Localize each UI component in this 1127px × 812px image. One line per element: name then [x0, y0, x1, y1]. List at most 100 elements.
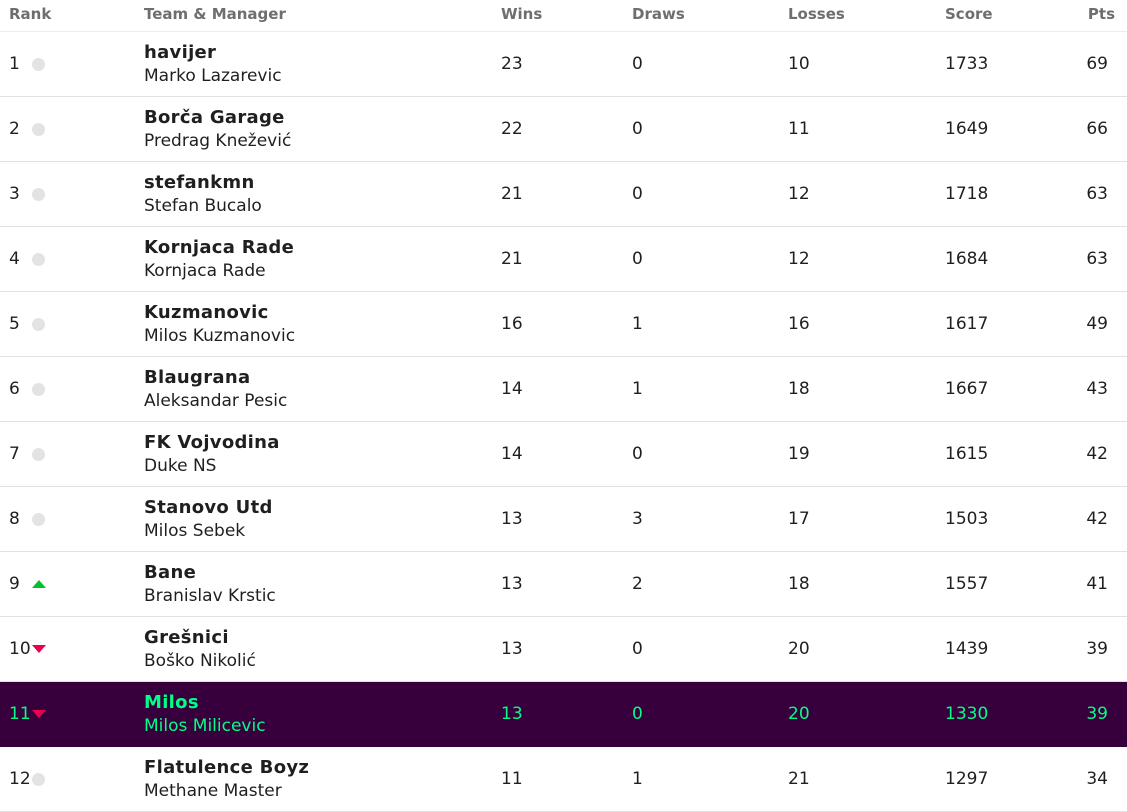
losses-value: 18 [788, 379, 810, 399]
score-value: 1615 [945, 444, 989, 464]
rank-down-icon [32, 708, 46, 721]
wins-value: 11 [501, 769, 523, 789]
score-value: 1297 [945, 769, 989, 789]
draws-value: 0 [632, 249, 643, 269]
team-name[interactable]: Blaugrana [144, 367, 251, 388]
rank-number: 12 [9, 769, 31, 789]
draws-value: 0 [632, 119, 643, 139]
rank-number: 3 [9, 184, 20, 204]
rank-no-change-icon [32, 513, 45, 526]
header-losses[interactable]: Losses [788, 5, 845, 23]
team-name[interactable]: havijer [144, 42, 217, 63]
draws-value: 0 [632, 639, 643, 659]
rank-no-change-icon [32, 773, 45, 786]
team-name[interactable]: Flatulence Boyz [144, 757, 310, 778]
rank-number: 10 [9, 639, 31, 659]
table-row[interactable]: 9 Bane Branislav Krstic 13 2 18 1557 41 [0, 552, 1127, 617]
rank-up-icon [32, 578, 46, 591]
team-name[interactable]: Milos [144, 692, 199, 713]
team-name[interactable]: Bane [144, 562, 197, 583]
wins-value: 13 [501, 574, 523, 594]
table-row[interactable]: 6 Blaugrana Aleksandar Pesic 14 1 18 1667 43 [0, 357, 1127, 422]
manager-name: Kornjaca Rade [144, 261, 266, 281]
points-value: 42 [1086, 509, 1108, 529]
losses-value: 19 [788, 444, 810, 464]
points-value: 43 [1086, 379, 1108, 399]
losses-value: 10 [788, 54, 810, 74]
manager-name: Branislav Krstic [144, 586, 276, 606]
header-wins[interactable]: Wins [501, 5, 543, 23]
table-row[interactable]: 2 Borča Garage Predrag Knežević 22 0 11 1649 66 [0, 97, 1127, 162]
rank-down-icon [32, 643, 46, 656]
rank-no-change-icon [32, 123, 45, 136]
table-row[interactable]: 3 stefankmn Stefan Bucalo 21 0 12 1718 63 [0, 162, 1127, 227]
manager-name: Milos Sebek [144, 521, 246, 541]
table-row[interactable]: 7 FK Vojvodina Duke NS 14 0 19 1615 42 [0, 422, 1127, 487]
team-name[interactable]: Kuzmanovic [144, 302, 269, 323]
table-row[interactable]: 10 Grešnici Boško Nikolić 13 0 20 1439 39 [0, 617, 1127, 682]
rank-number: 7 [9, 444, 20, 464]
manager-name: Stefan Bucalo [144, 196, 262, 216]
points-value: 39 [1086, 639, 1108, 659]
team-name[interactable]: Kornjaca Rade [144, 237, 295, 258]
table-body: 1 havijer Marko Lazarevic 23 0 10 1733 69 2 Borča… [0, 32, 1127, 812]
points-value: 63 [1086, 184, 1108, 204]
losses-value: 18 [788, 574, 810, 594]
score-value: 1667 [945, 379, 989, 399]
header-draws[interactable]: Draws [632, 5, 685, 23]
table-row-current-user[interactable]: 11 Milos Milos Milicevic 13 0 20 1330 39 [0, 682, 1127, 747]
table-row[interactable]: 8 Stanovo Utd Milos Sebek 13 3 17 1503 42 [0, 487, 1127, 552]
wins-value: 22 [501, 119, 523, 139]
draws-value: 1 [632, 769, 643, 789]
team-name[interactable]: FK Vojvodina [144, 432, 280, 453]
header-rank[interactable]: Rank [9, 5, 52, 23]
header-team-manager[interactable]: Team & Manager [144, 5, 286, 23]
manager-name: Methane Master [144, 781, 282, 801]
team-name[interactable]: Grešnici [144, 627, 229, 648]
losses-value: 20 [788, 639, 810, 659]
draws-value: 0 [632, 184, 643, 204]
draws-value: 1 [632, 379, 643, 399]
manager-name: Aleksandar Pesic [144, 391, 288, 411]
table-row[interactable]: 12 Flatulence Boyz Methane Master 11 1 21 1297… [0, 747, 1127, 812]
manager-name: Predrag Knežević [144, 131, 292, 151]
header-score[interactable]: Score [945, 5, 993, 23]
rank-no-change-icon [32, 383, 45, 396]
points-value: 49 [1086, 314, 1108, 334]
score-value: 1649 [945, 119, 989, 139]
points-value: 69 [1086, 54, 1108, 74]
draws-value: 3 [632, 509, 643, 529]
losses-value: 21 [788, 769, 810, 789]
losses-value: 12 [788, 184, 810, 204]
losses-value: 20 [788, 704, 810, 724]
score-value: 1718 [945, 184, 989, 204]
rank-number: 1 [9, 54, 20, 74]
draws-value: 1 [632, 314, 643, 334]
table-row[interactable]: 5 Kuzmanovic Milos Kuzmanovic 16 1 16 1617 49 [0, 292, 1127, 357]
rank-number: 4 [9, 249, 20, 269]
draws-value: 0 [632, 54, 643, 74]
rank-no-change-icon [32, 448, 45, 461]
table-row[interactable]: 4 Kornjaca Rade Kornjaca Rade 21 0 12 1684 63 [0, 227, 1127, 292]
wins-value: 21 [501, 184, 523, 204]
wins-value: 13 [501, 509, 523, 529]
score-value: 1557 [945, 574, 989, 594]
wins-value: 14 [501, 379, 523, 399]
manager-name: Duke NS [144, 456, 217, 476]
points-value: 34 [1086, 769, 1108, 789]
header-pts[interactable]: Pts [1087, 5, 1115, 23]
rank-no-change-icon [32, 318, 45, 331]
wins-value: 23 [501, 54, 523, 74]
losses-value: 11 [788, 119, 810, 139]
team-name[interactable]: stefankmn [144, 172, 255, 193]
table-row[interactable]: 1 havijer Marko Lazarevic 23 0 10 1733 69 [0, 32, 1127, 97]
score-value: 1503 [945, 509, 989, 529]
team-name[interactable]: Stanovo Utd [144, 497, 273, 518]
wins-value: 13 [501, 704, 523, 724]
rank-number: 8 [9, 509, 20, 529]
manager-name: Marko Lazarevic [144, 66, 282, 86]
rank-no-change-icon [32, 58, 45, 71]
losses-value: 16 [788, 314, 810, 334]
rank-no-change-icon [32, 188, 45, 201]
team-name[interactable]: Borča Garage [144, 107, 285, 128]
